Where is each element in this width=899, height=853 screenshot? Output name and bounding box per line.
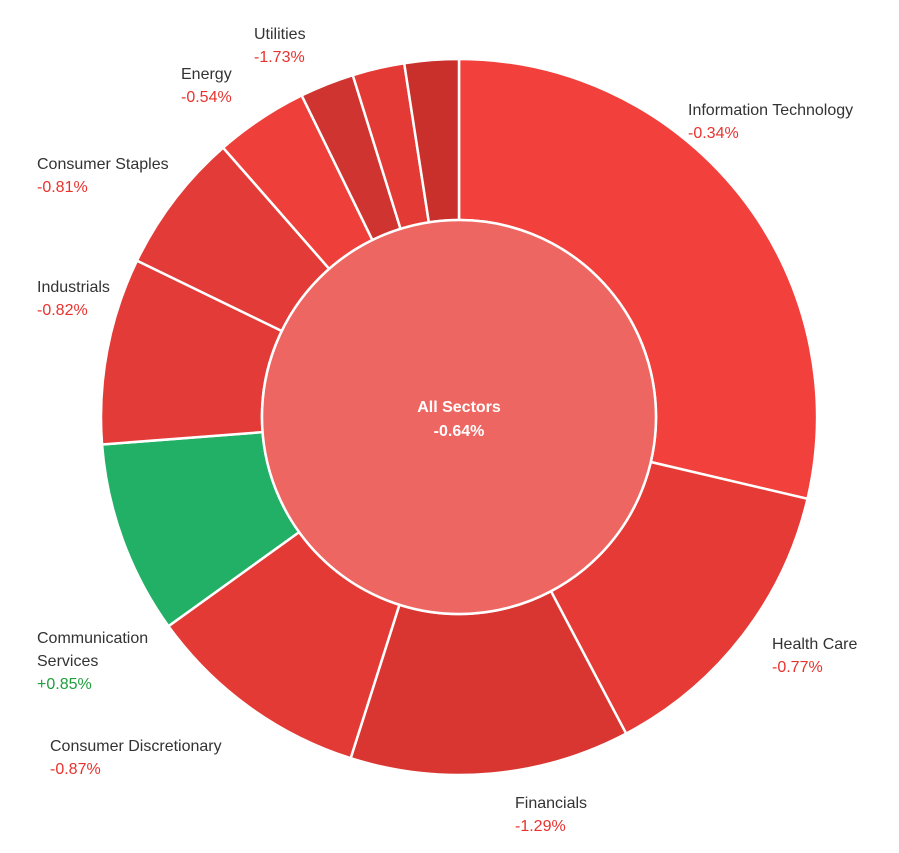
label-financials-value: -1.29% [515,818,566,835]
label-communication-services-name-line2: Services [37,653,98,670]
label-communication-services-name: Communication [37,630,148,647]
label-communication-services-value: +0.85% [37,676,92,693]
center-label-value: -0.64% [434,423,485,440]
center-label-name: All Sectors [417,399,501,416]
label-energy-name: Energy [181,66,232,83]
label-consumer-staples-name: Consumer Staples [37,156,169,173]
label-utilities-name: Utilities [254,26,306,43]
label-financials-name: Financials [515,795,587,812]
all-sectors-center[interactable] [260,218,658,616]
label-consumer-discretionary-name: Consumer Discretionary [50,738,222,755]
label-energy-value: -0.54% [181,89,232,106]
label-information-technology-value: -0.34% [688,125,739,142]
label-information-technology-name: Information Technology [688,102,853,119]
label-industrials-value: -0.82% [37,302,88,319]
label-consumer-discretionary-value: -0.87% [50,761,101,778]
label-utilities-value: -1.73% [254,49,305,66]
label-consumer-staples-value: -0.81% [37,179,88,196]
donut-slices [99,57,819,777]
label-industrials-name: Industrials [37,279,110,296]
label-health-care-name: Health Care [772,636,857,653]
label-health-care-value: -0.77% [772,659,823,676]
